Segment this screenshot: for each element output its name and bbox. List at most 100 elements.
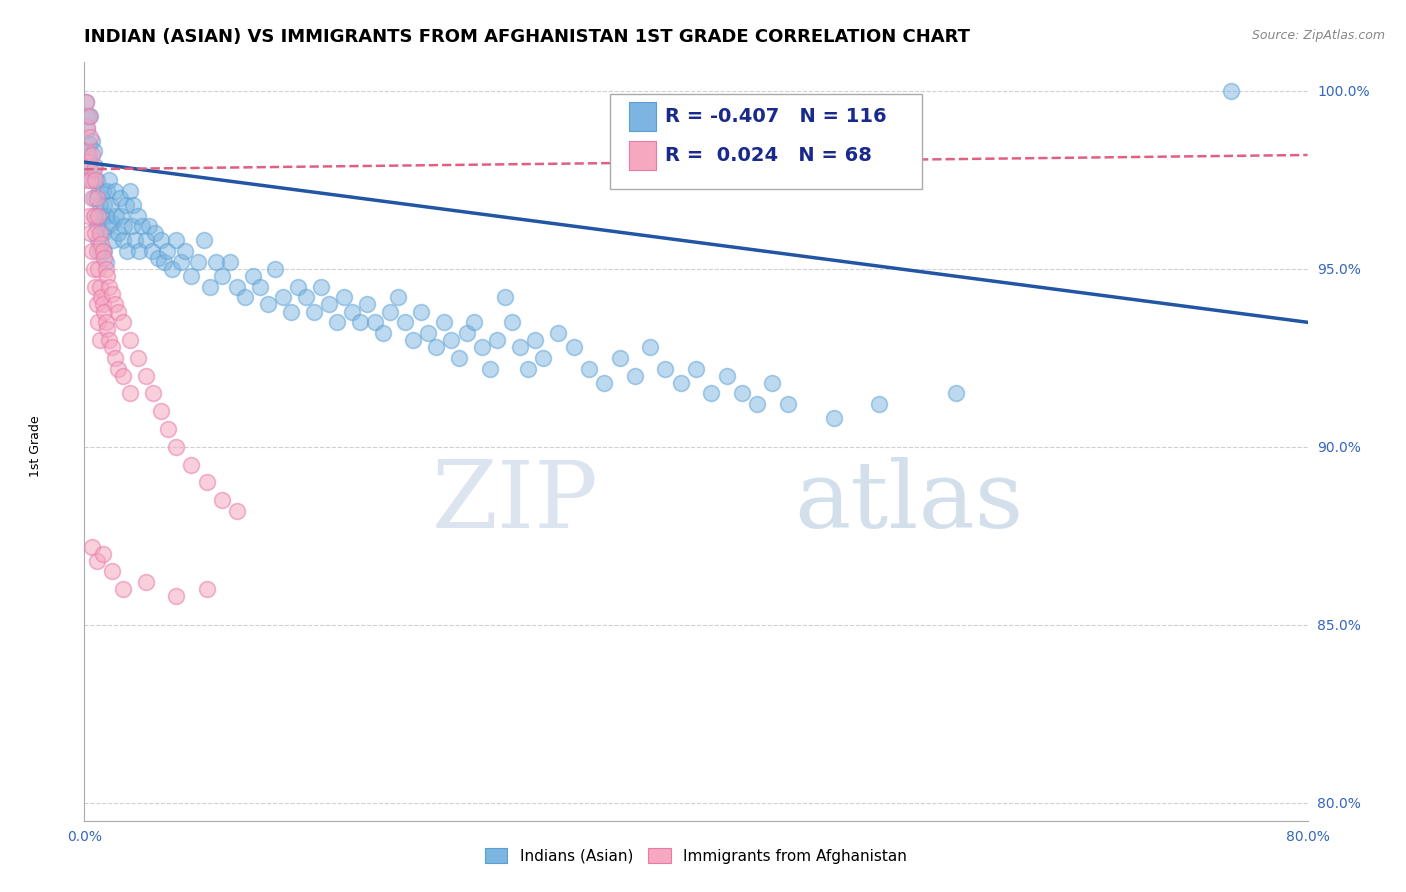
Point	[80, 540, 103, 554]
Point	[700, 386, 723, 401]
Point	[257, 297, 280, 311]
Point	[124, 234, 146, 248]
Point	[89, 333, 111, 347]
Point	[186, 254, 208, 268]
Point	[86, 554, 108, 568]
Point	[180, 458, 202, 472]
Point	[115, 244, 138, 259]
Point	[77, 137, 100, 152]
Point	[394, 315, 416, 329]
Point	[91, 227, 114, 241]
Point	[371, 326, 394, 340]
Point	[76, 120, 98, 134]
Point	[103, 234, 125, 248]
FancyBboxPatch shape	[628, 103, 655, 131]
Point	[478, 361, 501, 376]
Point	[233, 290, 256, 304]
Text: 1st Grade: 1st Grade	[28, 415, 42, 477]
Point	[211, 493, 233, 508]
Point	[131, 219, 153, 234]
Point	[108, 191, 131, 205]
Point	[562, 340, 585, 354]
Point	[111, 315, 134, 329]
Point	[76, 109, 98, 123]
Point	[89, 279, 111, 293]
Point	[120, 333, 142, 347]
Point	[89, 198, 111, 212]
Point	[264, 261, 287, 276]
Point	[111, 368, 134, 383]
Point	[93, 244, 115, 259]
Point	[101, 286, 124, 301]
Point	[146, 251, 169, 265]
Point	[79, 109, 101, 123]
Point	[142, 386, 165, 401]
Text: ZIP: ZIP	[432, 458, 598, 547]
Point	[433, 315, 456, 329]
Point	[86, 191, 108, 205]
Point	[120, 386, 142, 401]
Point	[456, 326, 478, 340]
Point	[153, 254, 176, 268]
Point	[165, 234, 187, 248]
Point	[101, 216, 124, 230]
Point	[195, 475, 218, 490]
Point	[90, 290, 112, 304]
Point	[531, 351, 554, 365]
Point	[280, 304, 302, 318]
Point	[84, 279, 107, 293]
Point	[333, 290, 356, 304]
Legend: Indians (Asian), Immigrants from Afghanistan: Indians (Asian), Immigrants from Afghani…	[478, 842, 914, 870]
Point	[94, 315, 117, 329]
Point	[524, 333, 547, 347]
Point	[120, 184, 142, 198]
Point	[90, 209, 112, 223]
Point	[1220, 84, 1243, 98]
Point	[547, 326, 569, 340]
Text: Source: ZipAtlas.com: Source: ZipAtlas.com	[1251, 29, 1385, 42]
Point	[84, 227, 107, 241]
Point	[218, 254, 240, 268]
Point	[77, 148, 100, 162]
Point	[776, 397, 799, 411]
Point	[364, 315, 387, 329]
Point	[75, 95, 97, 109]
Point	[226, 279, 249, 293]
Point	[440, 333, 463, 347]
Point	[471, 340, 494, 354]
Point	[716, 368, 738, 383]
Point	[198, 279, 221, 293]
Text: R =  0.024   N = 68: R = 0.024 N = 68	[665, 145, 872, 165]
Point	[402, 333, 425, 347]
Point	[104, 297, 127, 311]
Point	[76, 145, 98, 159]
Point	[104, 184, 127, 198]
Point	[84, 159, 107, 173]
Point	[747, 397, 769, 411]
Point	[141, 244, 163, 259]
Point	[502, 315, 524, 329]
Point	[96, 219, 118, 234]
Point	[86, 173, 108, 187]
Point	[77, 155, 100, 169]
Point	[193, 234, 215, 248]
Point	[94, 254, 117, 268]
Text: R = -0.407   N = 116: R = -0.407 N = 116	[665, 107, 887, 127]
Point	[86, 219, 108, 234]
Point	[127, 351, 149, 365]
Point	[96, 268, 118, 283]
Point	[89, 244, 111, 259]
Point	[287, 279, 309, 293]
Point	[80, 173, 103, 187]
Point	[114, 198, 136, 212]
Point	[98, 198, 121, 212]
FancyBboxPatch shape	[628, 141, 655, 169]
Point	[669, 376, 692, 390]
Point	[174, 244, 197, 259]
Point	[80, 134, 103, 148]
Point	[149, 404, 172, 418]
Point	[127, 209, 149, 223]
Point	[143, 227, 166, 241]
Point	[494, 290, 516, 304]
Point	[121, 219, 143, 234]
